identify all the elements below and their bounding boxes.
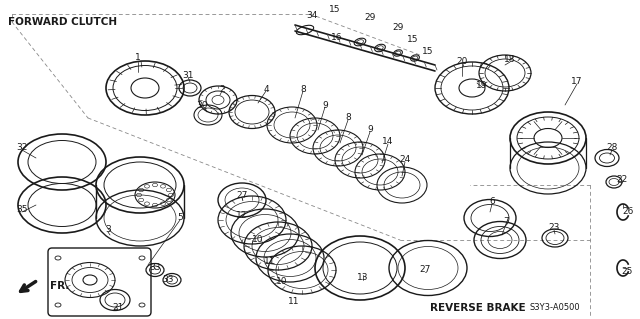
Text: 9: 9 [367, 125, 373, 135]
Text: 29: 29 [364, 13, 376, 23]
Text: 14: 14 [382, 137, 394, 146]
Text: 12: 12 [236, 211, 248, 219]
Text: 4: 4 [263, 85, 269, 93]
Text: 3: 3 [105, 226, 111, 234]
Text: REVERSE BRAKE: REVERSE BRAKE [430, 303, 525, 313]
Text: 9: 9 [322, 100, 328, 109]
Text: 10: 10 [252, 235, 264, 244]
Text: 33: 33 [149, 263, 161, 271]
Text: 11: 11 [264, 257, 276, 266]
Text: 15: 15 [422, 48, 434, 56]
Text: 5: 5 [177, 213, 183, 222]
Text: 32: 32 [16, 144, 28, 152]
Text: 11: 11 [288, 298, 300, 307]
Text: 10: 10 [276, 278, 288, 286]
Text: 18: 18 [504, 56, 516, 64]
Text: 8: 8 [345, 114, 351, 122]
Text: 30: 30 [196, 100, 208, 109]
Text: 24: 24 [399, 155, 411, 165]
Text: 1: 1 [135, 54, 141, 63]
Text: 26: 26 [622, 207, 634, 217]
Text: 20: 20 [456, 57, 468, 66]
Text: 29: 29 [392, 24, 404, 33]
Text: FORWARD CLUTCH: FORWARD CLUTCH [8, 17, 117, 27]
Text: 21: 21 [112, 303, 124, 313]
Text: 31: 31 [182, 70, 194, 79]
Text: 15: 15 [407, 35, 419, 44]
Text: 6: 6 [489, 197, 495, 206]
Text: 27: 27 [236, 190, 248, 199]
Text: 22: 22 [616, 175, 628, 184]
Text: 27: 27 [419, 265, 431, 275]
Text: 15: 15 [329, 5, 340, 14]
Text: 8: 8 [300, 85, 306, 93]
Text: 28: 28 [606, 144, 618, 152]
Text: FR.: FR. [50, 281, 69, 291]
Text: 17: 17 [572, 78, 583, 86]
Text: 2: 2 [219, 85, 225, 93]
Text: 19: 19 [476, 80, 488, 90]
Text: 7: 7 [503, 218, 509, 226]
Text: 33: 33 [163, 276, 173, 285]
Text: 16: 16 [332, 33, 343, 41]
Text: 25: 25 [621, 268, 633, 277]
Text: 13: 13 [357, 273, 369, 283]
Text: 35: 35 [16, 205, 28, 214]
Text: 23: 23 [548, 224, 560, 233]
Text: 34: 34 [307, 11, 317, 19]
Text: S3Y3-A0500: S3Y3-A0500 [530, 303, 580, 313]
